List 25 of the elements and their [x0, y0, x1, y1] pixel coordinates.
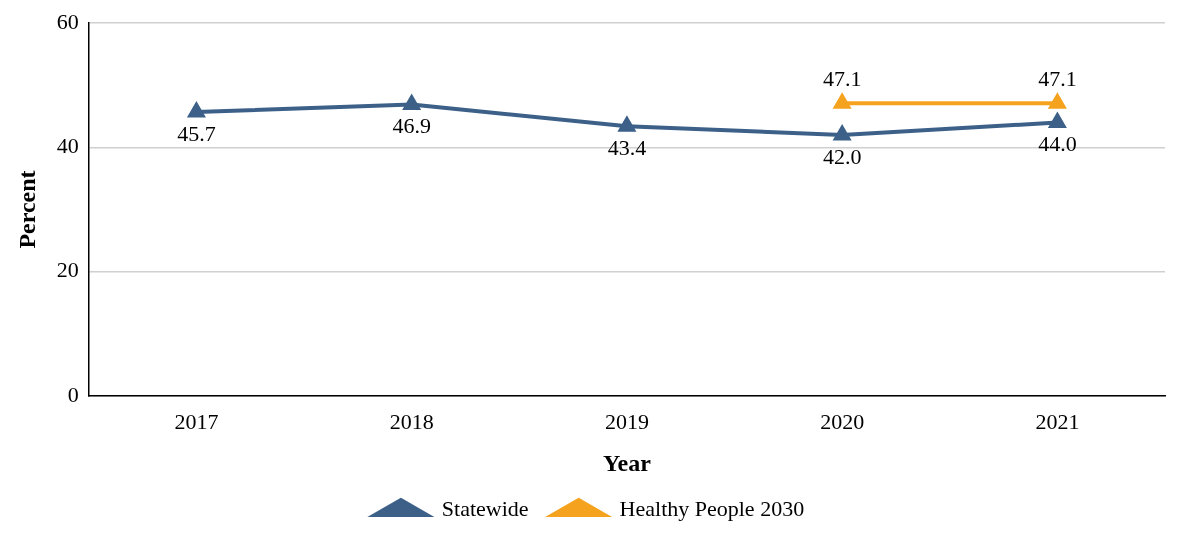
x-tick-label: 2018 — [389, 408, 434, 434]
point — [188, 103, 205, 118]
data-label: 47.1 — [822, 66, 862, 92]
y-axis-title: Percent — [13, 170, 40, 249]
data-label: 46.9 — [392, 113, 431, 139]
data-label: 47.1 — [1038, 66, 1077, 92]
legend-label: Healthy People 2030 — [619, 495, 805, 521]
y-tick-label: 60 — [56, 8, 79, 34]
point — [618, 117, 635, 132]
x-tick-label: 2020 — [820, 408, 865, 434]
data-label: 43.4 — [607, 135, 647, 161]
y-tick-label: 20 — [56, 257, 79, 283]
x-tick-label: 2021 — [1035, 408, 1080, 434]
y-tick-label: 0 — [67, 381, 79, 407]
point — [402, 93, 421, 111]
x-tick-label: 2019 — [604, 408, 649, 434]
y-tick-label: 40 — [56, 133, 79, 159]
point — [834, 125, 851, 141]
data-label: 42.0 — [822, 143, 862, 169]
data-label: 45.7 — [177, 120, 216, 146]
data-label: 44.0 — [1038, 131, 1077, 157]
x-tick-label: 2017 — [174, 408, 219, 434]
x-axis-title: Year — [602, 449, 652, 476]
legend-label: Statewide — [441, 495, 529, 521]
point — [1048, 111, 1067, 129]
